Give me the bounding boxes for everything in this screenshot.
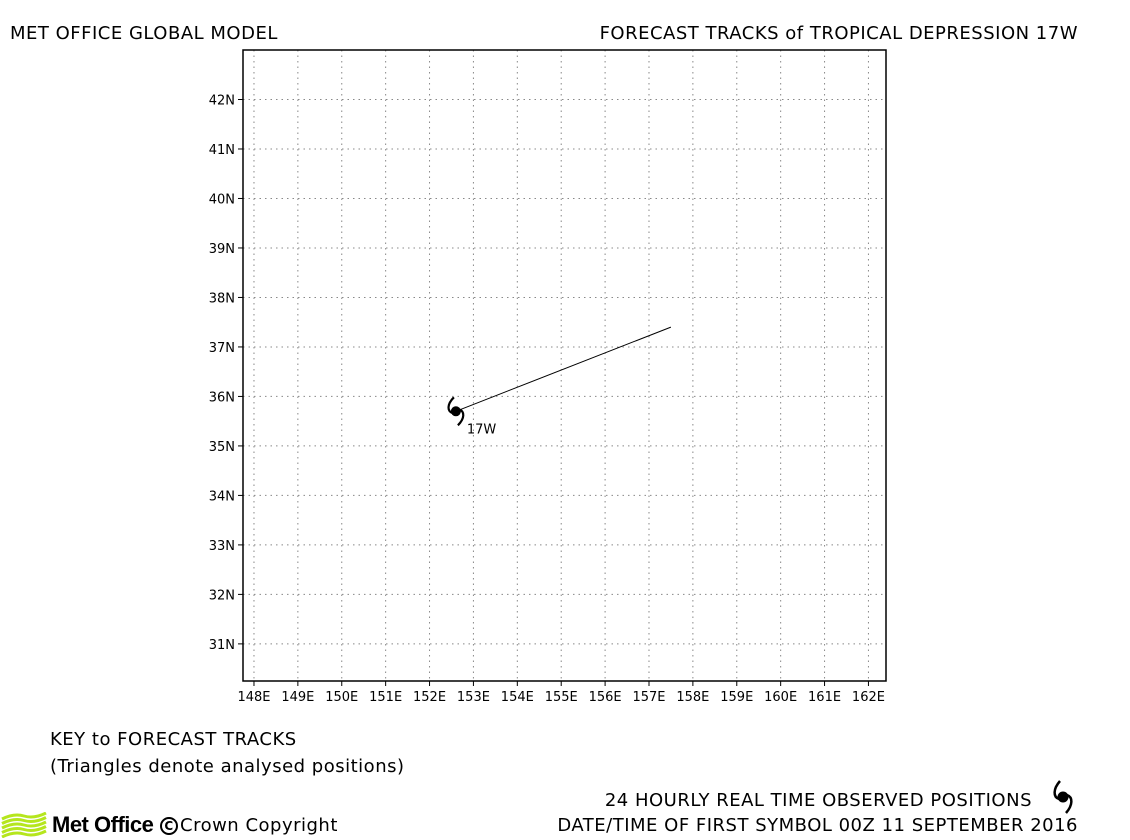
logo-stripe xyxy=(1,816,47,825)
lon-tick-label: 160E xyxy=(764,690,797,705)
storm-layer: 17W xyxy=(447,396,497,437)
lat-tick-label: 37N xyxy=(209,341,235,356)
storm-name-label: 17W xyxy=(467,422,497,437)
lat-tick-label: 35N xyxy=(209,440,235,455)
lon-tick-label: 151E xyxy=(369,690,402,705)
copyright: C Crown Copyright xyxy=(160,817,338,835)
lon-tick-label: 148E xyxy=(237,690,270,705)
logo-stripe xyxy=(1,829,47,838)
lat-tick-label: 33N xyxy=(209,539,235,554)
lon-tick-label: 152E xyxy=(413,690,446,705)
first-symbol-datetime: DATE/TIME OF FIRST SYMBOL 00Z 11 SEPTEMB… xyxy=(557,815,1078,836)
tropical-storm-legend-icon xyxy=(1053,780,1073,814)
lat-tick-label: 34N xyxy=(209,489,235,504)
lon-tick-label: 149E xyxy=(281,690,314,705)
observed-positions-label: 24 HOURLY REAL TIME OBSERVED POSITIONS xyxy=(604,790,1032,811)
logo-stripe xyxy=(1,812,47,821)
lon-tick-label: 162E xyxy=(852,690,885,705)
header-right-title: FORECAST TRACKS of TROPICAL DEPRESSION 1… xyxy=(599,23,1078,44)
track-layer xyxy=(455,326,672,412)
lat-tick-label: 36N xyxy=(209,390,235,405)
map-frame xyxy=(242,49,887,682)
copyright-text: Crown Copyright xyxy=(180,815,338,836)
met-office-logo: Met Office xyxy=(0,812,154,838)
lon-tick-label: 156E xyxy=(589,690,622,705)
forecast-track-line xyxy=(455,326,672,412)
header-left-title: MET OFFICE GLOBAL MODEL xyxy=(10,23,278,44)
lon-tick-label: 161E xyxy=(808,690,841,705)
copyright-icon: C xyxy=(160,817,178,835)
lat-tick-label: 42N xyxy=(209,93,235,108)
lon-tick-label: 158E xyxy=(676,690,709,705)
logo-stripe xyxy=(1,825,47,834)
storm-center xyxy=(450,406,461,417)
logo-stripe xyxy=(1,820,47,830)
lat-tick-label: 31N xyxy=(209,638,235,653)
lon-tick-label: 155E xyxy=(545,690,578,705)
lat-tick-label: 38N xyxy=(209,291,235,306)
axis-labels: 148E 149E 150E 151E 152E 153E 154E 155E 156E 157E… xyxy=(209,93,885,705)
lon-tick-label: 150E xyxy=(325,690,358,705)
lat-tick-label: 32N xyxy=(209,588,235,603)
lon-tick-label: 159E xyxy=(720,690,753,705)
lat-tick-label: 40N xyxy=(209,192,235,207)
map-grid xyxy=(238,50,886,686)
lon-tick-label: 157E xyxy=(632,690,665,705)
met-office-logo-icon xyxy=(1,812,47,838)
lat-tick-label: 41N xyxy=(209,143,235,158)
tropical-storm-icon xyxy=(447,396,465,427)
logo-text: Met Office xyxy=(52,812,154,837)
lon-tick-label: 154E xyxy=(501,690,534,705)
key-subtitle: (Triangles denote analysed positions) xyxy=(50,756,405,777)
key-title: KEY to FORECAST TRACKS xyxy=(50,729,297,750)
lat-tick-label: 39N xyxy=(209,242,235,257)
lon-tick-label: 153E xyxy=(457,690,490,705)
